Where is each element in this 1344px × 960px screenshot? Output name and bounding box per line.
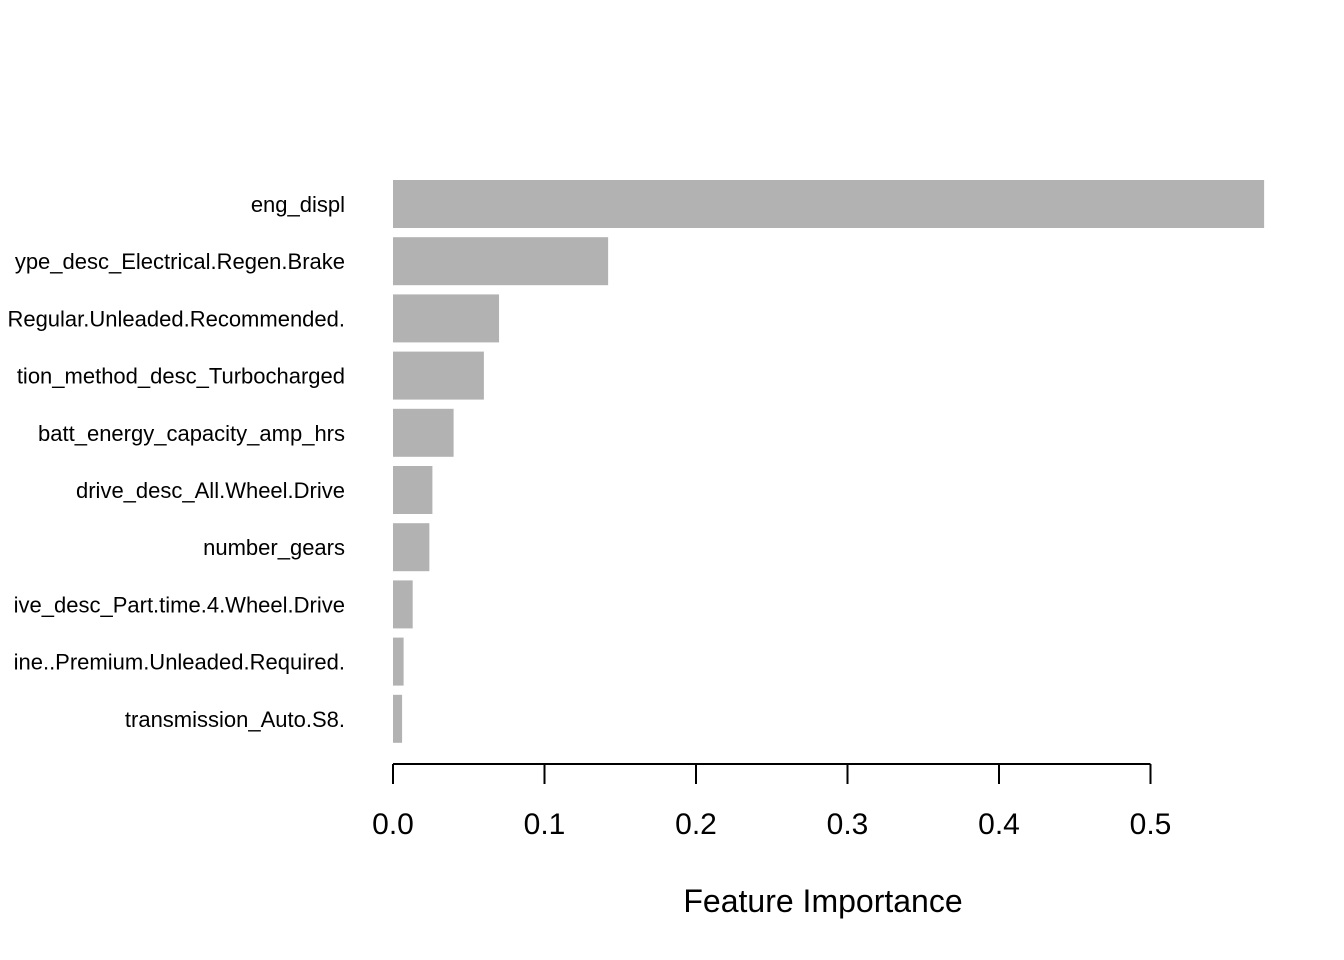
category-label-9: transmission_Auto.S8. [125,707,345,732]
bar-6 [393,523,430,572]
category-label-7: ive_desc_Part.time.4.Wheel.Drive [14,592,345,617]
bar-1 [393,237,609,286]
category-label-8: ine..Premium.Unleaded.Required. [14,650,345,675]
x-tick-label-0: 0.0 [372,808,414,841]
category-label-1: ype_desc_Electrical.Regen.Brake [15,249,345,274]
category-label-6: number_gears [203,535,345,560]
category-label-0: eng_displ [251,192,345,217]
category-labels-group: eng_displ ype_desc_Electrical.Regen.Brake… [7,192,345,732]
x-tick-label-5: 0.5 [1130,808,1172,841]
x-ticks-group: 0.0 0.1 0.2 0.3 0.4 0.5 [372,764,1171,841]
x-tick-label-2: 0.2 [675,808,717,841]
bar-4 [393,408,454,457]
category-label-2: Regular.Unleaded.Recommended. [7,306,345,331]
bar-8 [393,637,404,686]
bar-0 [393,180,1265,228]
bars-group [393,180,1265,743]
x-tick-label-3: 0.3 [827,808,869,841]
x-tick-label-4: 0.4 [978,808,1020,841]
category-label-4: batt_energy_capacity_amp_hrs [38,421,345,446]
bar-2 [393,294,500,343]
x-axis: 0.0 0.1 0.2 0.3 0.4 0.5 [372,763,1171,841]
bar-3 [393,351,484,400]
x-tick-label-1: 0.1 [524,808,566,841]
category-label-5: drive_desc_All.Wheel.Drive [76,478,345,503]
category-label-3: tion_method_desc_Turbocharged [17,364,345,389]
bar-5 [393,466,433,514]
x-axis-title: Feature Importance [683,883,962,919]
bar-9 [393,694,403,743]
bar-7 [393,580,413,629]
